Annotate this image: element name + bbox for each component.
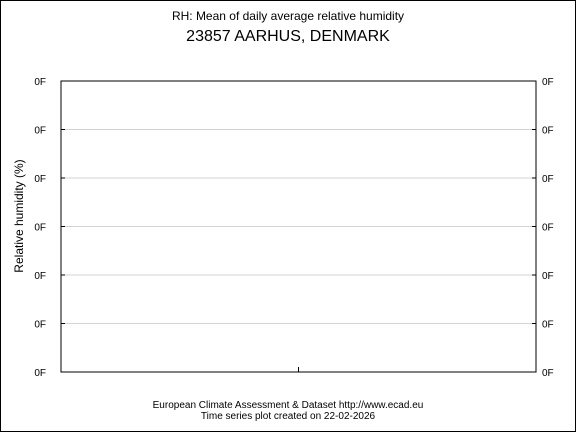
axis-ticks [61,80,536,373]
y-tick-label-right: 0F [542,77,554,88]
footer-line-2: Time series plot created on 22-02-2026 [200,411,376,422]
y-tick-label-right: 0F [542,271,554,282]
y-tick-label-left: 0F [34,271,46,282]
y-tick-label-right: 0F [542,174,554,185]
footer-line-1: European Climate Assessment & Dataset ht… [152,400,424,411]
y-tick-label-right: 0F [542,320,554,331]
y-tick-labels-right: 0F 0F 0F 0F 0F 0F 0F [542,77,554,379]
y-tick-label-right: 0F [542,368,554,379]
y-tick-label-left: 0F [34,368,46,379]
y-tick-label-left: 0F [34,77,46,88]
y-tick-label-right: 0F [542,223,554,234]
y-tick-label-left: 0F [34,174,46,185]
y-tick-labels-left: 0F 0F 0F 0F 0F 0F 0F [34,77,46,379]
chart-subtitle: 23857 AARHUS, DENMARK [186,28,390,45]
chart-title: RH: Mean of daily average relative humid… [171,9,405,23]
grid-lines [61,129,536,324]
y-tick-label-left: 0F [34,126,46,137]
y-tick-label-right: 0F [542,126,554,137]
y-tick-label-left: 0F [34,320,46,331]
y-tick-label-left: 0F [34,223,46,234]
footer: European Climate Assessment & Dataset ht… [0,400,576,422]
